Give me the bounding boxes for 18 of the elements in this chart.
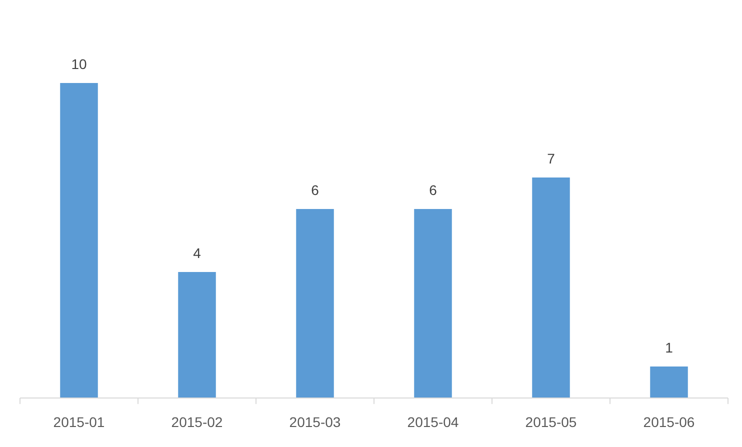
x-tick-label: 2015-04 <box>407 414 459 430</box>
x-tick-label: 2015-01 <box>53 414 105 430</box>
data-label: 4 <box>193 245 202 261</box>
bar <box>60 83 98 398</box>
x-tick-label: 2015-05 <box>525 414 577 430</box>
data-label: 6 <box>429 182 438 198</box>
data-label: 7 <box>547 150 556 166</box>
bar <box>178 272 216 398</box>
data-label: 1 <box>665 340 674 356</box>
bar <box>296 209 334 398</box>
data-label: 6 <box>311 182 320 198</box>
data-label: 10 <box>71 56 87 72</box>
x-tick-label: 2015-02 <box>171 414 223 430</box>
bar <box>650 366 688 398</box>
bar <box>414 209 452 398</box>
x-tick-label: 2015-03 <box>289 414 341 430</box>
bar <box>532 178 570 398</box>
x-tick-label: 2015-06 <box>643 414 695 430</box>
